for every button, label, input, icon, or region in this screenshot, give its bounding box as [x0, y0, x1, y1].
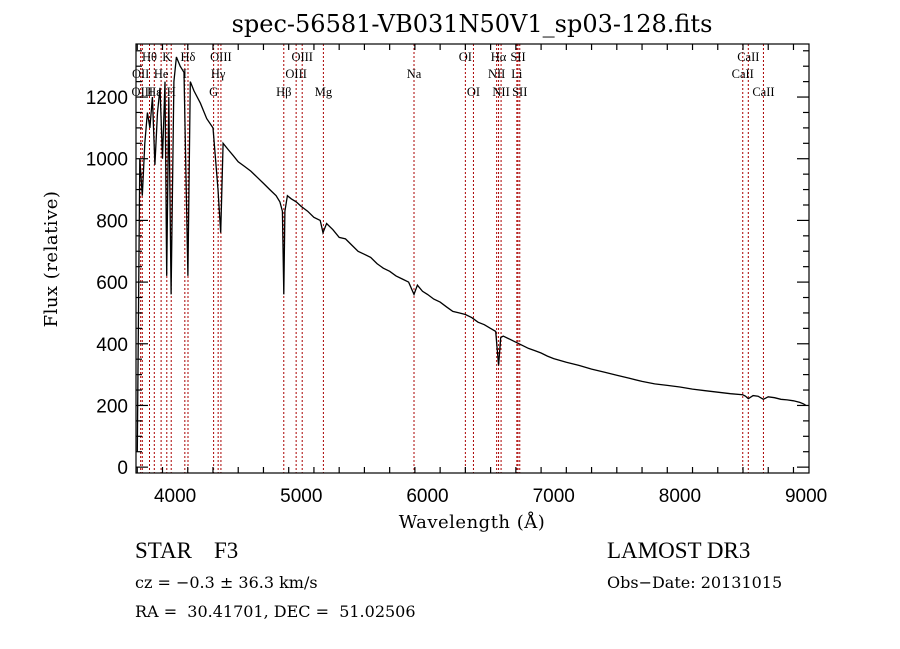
- y-axis-label: Flux (relative): [41, 191, 62, 328]
- line-label: NII: [492, 85, 509, 99]
- line-label: Hθ: [142, 50, 157, 64]
- x-tick-label: 9000: [785, 486, 827, 507]
- spectrum-line: [136, 56, 807, 452]
- line-label: G: [209, 85, 218, 99]
- line-label: He: [154, 67, 169, 81]
- x-tick-label: 5000: [280, 486, 322, 507]
- line-label: OII: [132, 67, 149, 81]
- line-label: NII: [488, 67, 505, 81]
- spectral-line-markers: [140, 44, 764, 473]
- object-class: STAR: [135, 538, 192, 563]
- line-label: OI: [467, 85, 480, 99]
- line-label: OIII: [132, 85, 154, 99]
- line-label: SII: [510, 50, 525, 64]
- object-subclass: F3: [214, 538, 239, 563]
- line-label: OIII: [285, 67, 307, 81]
- y-tick-label: 200: [96, 396, 128, 417]
- x-axis-label: Wavelength (Å): [399, 511, 546, 533]
- redshift-text: cz = −0.3 ± 36.3 km/s: [135, 573, 318, 592]
- y-tick-labels: 0 200 400 600 800 1000 1200: [86, 88, 128, 479]
- line-label: CaII: [752, 85, 774, 99]
- chart-title: spec-56581-VB031N50V1_sp03-128.fits: [232, 10, 713, 38]
- line-label: Hδ: [181, 50, 196, 64]
- line-label: Hε: [147, 85, 161, 99]
- observation-date: Obs−Date: 20131015: [607, 573, 783, 592]
- line-label: H: [167, 85, 176, 99]
- x-tick-label: 6000: [406, 486, 448, 507]
- line-label: OIII: [210, 50, 232, 64]
- line-label: I: [183, 67, 187, 81]
- survey-name: LAMOST DR3: [607, 538, 751, 563]
- y-tick-label: 1200: [86, 88, 128, 109]
- line-label: Hγ: [211, 67, 226, 81]
- line-label: Na: [407, 67, 422, 81]
- line-label: Hα: [491, 50, 507, 64]
- x-tick-label: 4000: [154, 486, 196, 507]
- x-tick-label: 7000: [533, 486, 575, 507]
- coordinates-text: RA = 30.41701, DEC = 51.02506: [135, 602, 416, 621]
- y-tick-label: 400: [96, 335, 128, 356]
- y-tick-label: 800: [96, 211, 128, 232]
- plot-frame: [135, 43, 810, 474]
- line-label: OIII: [291, 50, 313, 64]
- y-tick-label: 1000: [86, 150, 128, 171]
- spectral-line-labels: Hθ OII OIII K He Hε Hδ IH OIII Hγ G OIII OIII Hβ Mg Na O…: [132, 50, 775, 99]
- line-label: OI: [459, 50, 472, 64]
- line-label: Hβ: [276, 85, 291, 99]
- axis-ticks: [136, 44, 809, 473]
- line-label: K: [162, 50, 171, 64]
- line-label: CaII: [737, 50, 759, 64]
- line-label: SII: [512, 85, 527, 99]
- line-label: CaII: [732, 67, 754, 81]
- x-tick-label: 8000: [659, 486, 701, 507]
- line-label: Li: [511, 67, 523, 81]
- y-tick-label: 600: [96, 273, 128, 294]
- y-tick-label: 0: [117, 458, 128, 479]
- x-tick-labels: 4000 5000 6000 7000 8000 9000: [154, 486, 827, 507]
- line-label: Mg: [315, 85, 333, 99]
